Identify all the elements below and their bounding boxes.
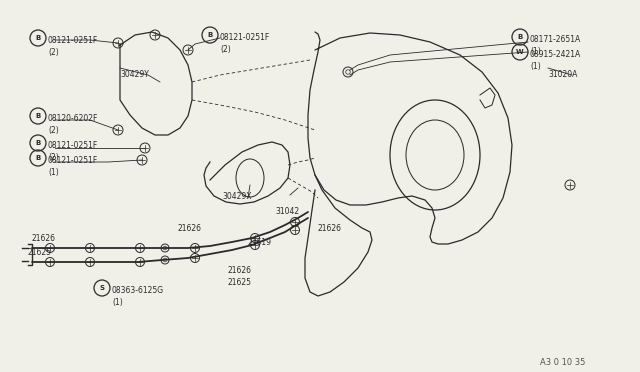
Text: 08121-0251F: 08121-0251F (220, 33, 270, 42)
Text: 08121-0251F: 08121-0251F (48, 36, 99, 45)
Text: 08915-2421A: 08915-2421A (530, 50, 581, 59)
Text: 21626: 21626 (32, 234, 56, 243)
Text: (1): (1) (48, 168, 59, 177)
Text: B: B (35, 113, 40, 119)
Text: (1): (1) (530, 62, 541, 71)
Text: (1): (1) (530, 47, 541, 56)
Text: 30429X: 30429X (222, 192, 252, 201)
Text: 08171-2651A: 08171-2651A (530, 35, 581, 44)
Text: 30429Y: 30429Y (120, 70, 149, 79)
Text: (2): (2) (220, 45, 231, 54)
Text: B: B (35, 35, 40, 41)
Text: B: B (35, 155, 40, 161)
Text: 08363-6125G: 08363-6125G (112, 286, 164, 295)
Text: 21626: 21626 (178, 224, 202, 233)
Text: 31042: 31042 (275, 207, 299, 216)
Text: W: W (516, 49, 524, 55)
Text: 08120-6202F: 08120-6202F (48, 114, 99, 123)
Text: 21625: 21625 (228, 278, 252, 287)
Text: 31020A: 31020A (548, 70, 577, 79)
Text: (2): (2) (48, 48, 59, 57)
Text: (2): (2) (48, 153, 59, 162)
Text: (1): (1) (112, 298, 123, 307)
Text: (2): (2) (48, 126, 59, 135)
Text: B: B (207, 32, 212, 38)
Text: 21626: 21626 (228, 266, 252, 275)
Text: B: B (35, 140, 40, 146)
Text: 21626: 21626 (318, 224, 342, 233)
Text: B: B (517, 34, 523, 40)
Text: S: S (99, 285, 104, 291)
Text: A3 0 10 35: A3 0 10 35 (540, 358, 586, 367)
Text: 21625: 21625 (27, 248, 51, 257)
Text: 21619: 21619 (248, 238, 272, 247)
Text: 08121-0251F: 08121-0251F (48, 141, 99, 150)
Text: 08121-0251F: 08121-0251F (48, 156, 99, 165)
